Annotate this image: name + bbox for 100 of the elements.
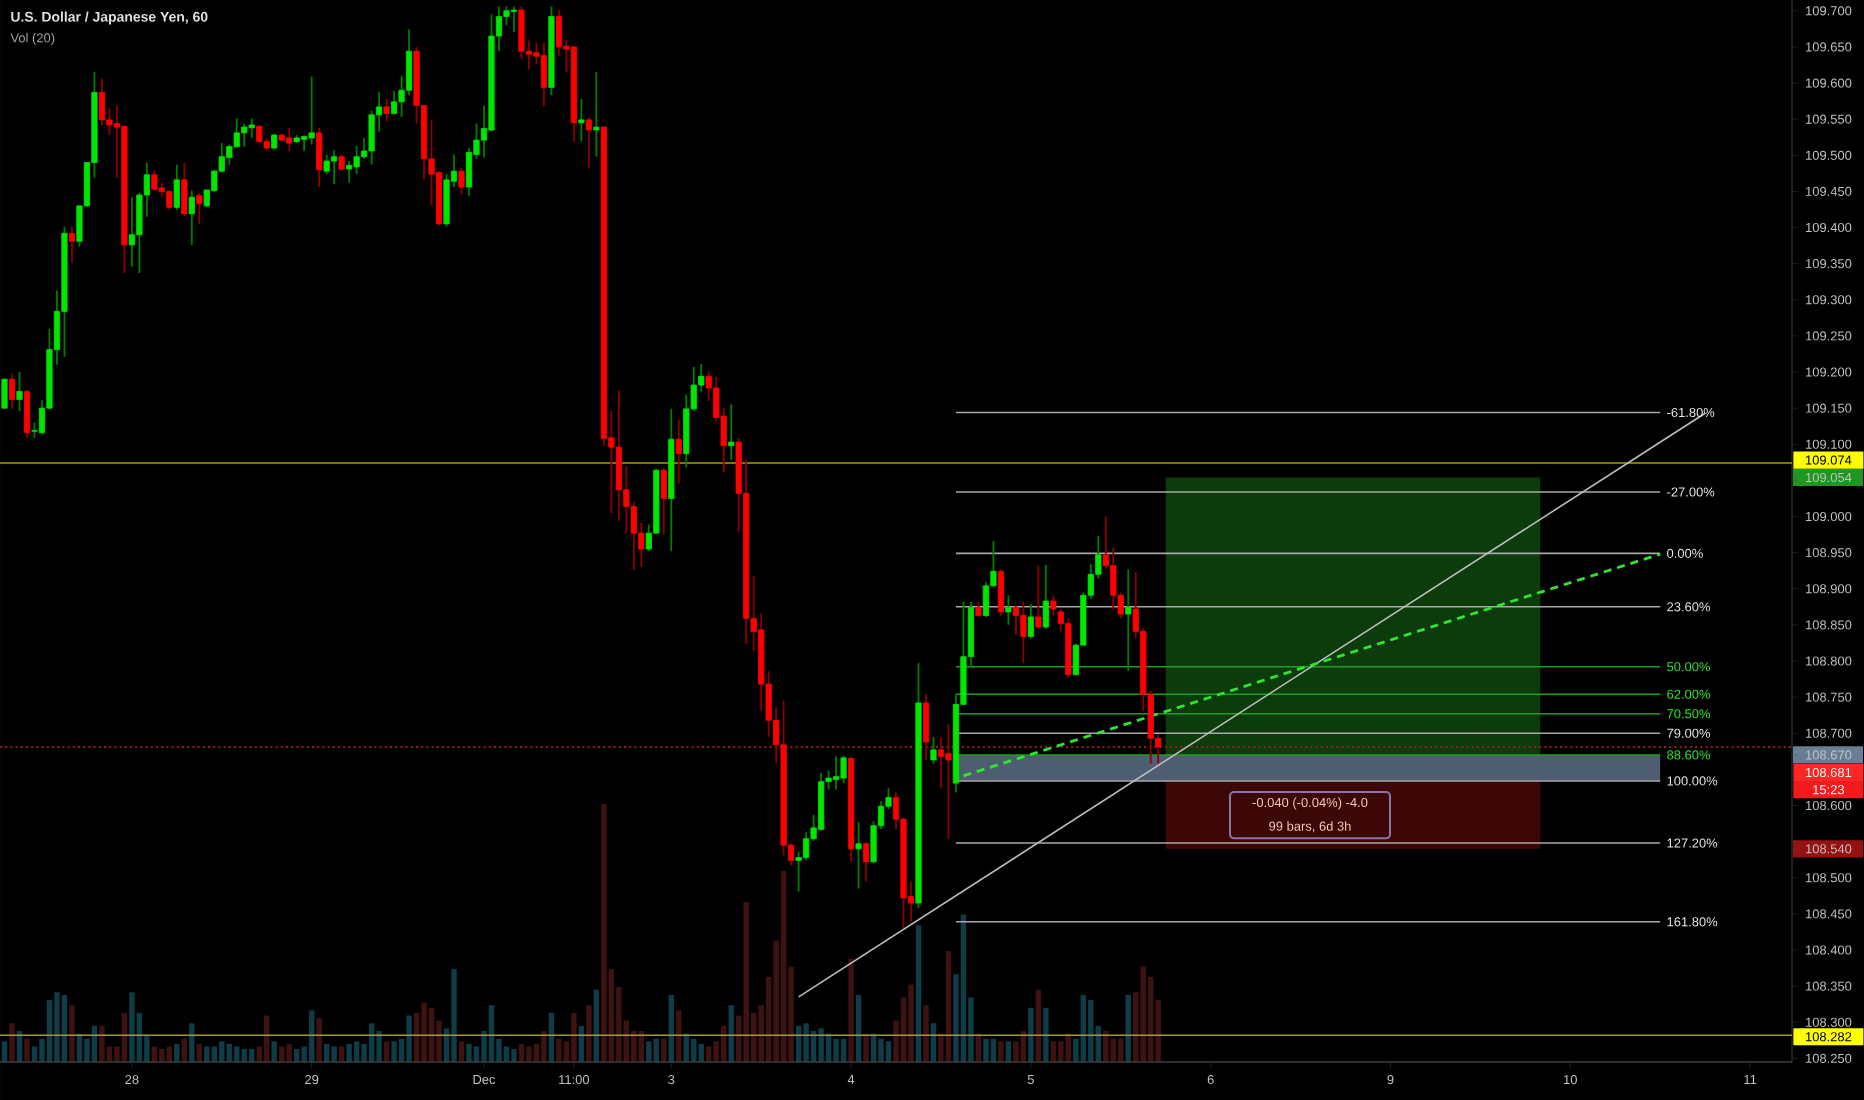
- candlestick: [660, 467, 667, 536]
- bar: [166, 1046, 173, 1062]
- candlestick: [16, 371, 23, 412]
- bar: [998, 1041, 1004, 1062]
- candlestick: [188, 189, 195, 246]
- bar: [174, 1043, 180, 1062]
- bar: [848, 958, 854, 1062]
- candlestick: [593, 71, 600, 158]
- candlestick: [8, 372, 16, 410]
- bar: [69, 1005, 75, 1062]
- candlestick: [331, 149, 338, 186]
- bar: [9, 1023, 15, 1062]
- bar: [818, 1028, 824, 1062]
- bar: [556, 1038, 562, 1062]
- candlestick: [862, 841, 870, 883]
- bar: [908, 984, 914, 1062]
- candlestick: [728, 403, 735, 462]
- candlestick: [832, 755, 840, 791]
- candlestick: [1125, 568, 1132, 673]
- bar: [204, 1046, 210, 1062]
- bar: [1005, 1041, 1012, 1062]
- bar: [458, 1041, 465, 1062]
- candlestick: [1, 377, 8, 410]
- bar: [31, 1046, 38, 1062]
- bar: [878, 1038, 884, 1062]
- bar: [1050, 1041, 1057, 1062]
- bar: [923, 1005, 929, 1062]
- candlestick: [518, 5, 525, 61]
- bar: [219, 1041, 225, 1062]
- candlestick: [458, 166, 465, 196]
- bar: [159, 1049, 165, 1062]
- bar: [833, 1038, 839, 1062]
- bar: [1043, 1007, 1049, 1062]
- bar: [571, 1012, 577, 1062]
- candlestick: [308, 75, 315, 146]
- bar: [151, 1046, 158, 1062]
- candlestick: [23, 389, 31, 439]
- candlestick: [585, 116, 592, 169]
- candlestick: [840, 754, 847, 784]
- candlestick: [181, 161, 188, 217]
- candlestick: [1005, 594, 1012, 626]
- bar: [189, 1023, 195, 1062]
- bar: [99, 1025, 105, 1062]
- candlestick: [383, 98, 390, 123]
- candlestick: [353, 145, 360, 175]
- candlestick: [68, 225, 76, 264]
- bar: [376, 1031, 382, 1062]
- bar: [271, 1041, 277, 1062]
- bar: [863, 1033, 869, 1062]
- bar: [1028, 1007, 1034, 1062]
- candlestick: [316, 126, 323, 188]
- candlestick: [390, 90, 398, 116]
- bar: [601, 803, 607, 1062]
- candlestick: [128, 196, 135, 268]
- bar: [331, 1046, 337, 1062]
- candlestick: [855, 821, 862, 890]
- candlestick: [151, 169, 158, 192]
- bar: [803, 1023, 809, 1062]
- bar: [1, 1041, 8, 1062]
- bar: [1140, 966, 1146, 1062]
- bar: [915, 925, 922, 1062]
- bar: [780, 871, 787, 1062]
- bar: [885, 1041, 892, 1062]
- candlestick: [930, 735, 937, 765]
- candlestick: [1020, 600, 1027, 665]
- bar: [316, 1018, 322, 1062]
- bar: [24, 1038, 30, 1062]
- bar: [383, 1041, 390, 1062]
- bar: [391, 1041, 397, 1062]
- bar: [1058, 1041, 1064, 1062]
- candlestick: [1027, 603, 1034, 640]
- candlestick: [1042, 564, 1049, 630]
- bar: [541, 1031, 547, 1062]
- candlestick: [997, 568, 1004, 617]
- candlestick: [196, 191, 203, 225]
- candlestick: [241, 122, 248, 148]
- bar: [586, 1005, 592, 1062]
- bar: [279, 1046, 285, 1062]
- candlestick: [98, 77, 105, 126]
- candlestick: [465, 147, 473, 197]
- candlestick: [510, 5, 518, 33]
- bar: [646, 1041, 652, 1062]
- candlestick: [248, 117, 255, 139]
- candlestick: [578, 98, 585, 143]
- candlestick: [922, 693, 930, 761]
- candlestick: [286, 126, 293, 152]
- candlestick: [405, 28, 413, 97]
- candlestick: [1035, 564, 1042, 630]
- bar: [511, 1049, 517, 1062]
- bar: [54, 992, 60, 1062]
- candlestick: [675, 418, 682, 485]
- candlestick: [945, 722, 952, 840]
- bar: [466, 1043, 472, 1062]
- bar: [421, 1002, 427, 1062]
- bar: [1088, 1000, 1094, 1062]
- bar: [406, 1015, 412, 1062]
- bar: [346, 1043, 352, 1062]
- bar: [945, 951, 952, 1062]
- candlestick: [173, 163, 180, 212]
- bar: [526, 1046, 532, 1062]
